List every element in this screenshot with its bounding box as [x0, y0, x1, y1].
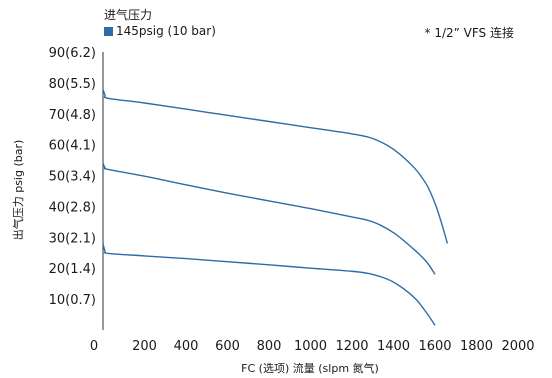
- y-tick-label: 40(2.8): [49, 200, 96, 215]
- series-line-1: [102, 88, 449, 244]
- x-tick-label: 800: [257, 339, 282, 354]
- y-tick-label: 60(4.1): [49, 139, 96, 154]
- x-tick-label: 600: [215, 339, 240, 354]
- y-tick-label: 20(1.4): [49, 262, 96, 277]
- series-line-2: [102, 162, 436, 275]
- x-tick-label: 400: [174, 339, 199, 354]
- x-tick-label: 200: [132, 339, 157, 354]
- x-tick-label: 1000: [294, 339, 327, 354]
- x-axis-label: FC (选项) 流量 (slpm 氮气): [241, 361, 379, 375]
- legend-entry: 145psig (10 bar): [104, 24, 216, 38]
- legend-title: 进气压力: [104, 8, 153, 22]
- y-tick-label: 70(4.8): [49, 108, 96, 123]
- x-tick-labels: 0 200 400 600 800 1000 1200 1400 1600 1800 2000: [90, 339, 535, 354]
- y-tick-label: 30(2.1): [49, 231, 96, 246]
- y-tick-label: 80(5.5): [49, 77, 96, 92]
- y-axis-label: 出气压力 psig (bar): [11, 140, 25, 241]
- x-tick-label: 1600: [418, 339, 451, 354]
- x-tick-label: 1800: [460, 339, 493, 354]
- x-tick-label: 2000: [501, 339, 534, 354]
- y-tick-label: 10(0.7): [49, 293, 96, 308]
- y-tick-label: 90(6.2): [49, 46, 96, 61]
- legend-swatch: [104, 26, 113, 36]
- x-tick-label: 0: [90, 339, 98, 354]
- series-group: [102, 88, 449, 326]
- x-tick-label: 1200: [335, 339, 368, 354]
- x-tick-label: 1400: [377, 339, 410, 354]
- chart-annotation: * 1/2” VFS 连接: [424, 26, 515, 40]
- legend-label: 145psig (10 bar): [116, 24, 216, 38]
- series-line-3: [102, 243, 436, 326]
- y-tick-labels: 10(0.7) 20(1.4) 30(2.1) 40(2.8) 50(3.4) 60(4.…: [49, 46, 96, 308]
- y-tick-label: 50(3.4): [49, 170, 96, 185]
